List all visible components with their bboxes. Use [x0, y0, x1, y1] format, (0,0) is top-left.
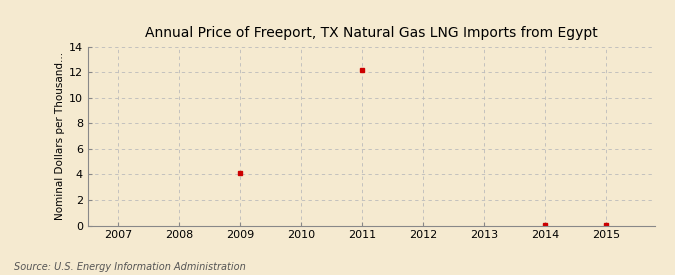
Y-axis label: Nominal Dollars per Thousand...: Nominal Dollars per Thousand...	[55, 52, 65, 220]
Title: Annual Price of Freeport, TX Natural Gas LNG Imports from Egypt: Annual Price of Freeport, TX Natural Gas…	[145, 26, 597, 40]
Text: Source: U.S. Energy Information Administration: Source: U.S. Energy Information Administ…	[14, 262, 245, 272]
